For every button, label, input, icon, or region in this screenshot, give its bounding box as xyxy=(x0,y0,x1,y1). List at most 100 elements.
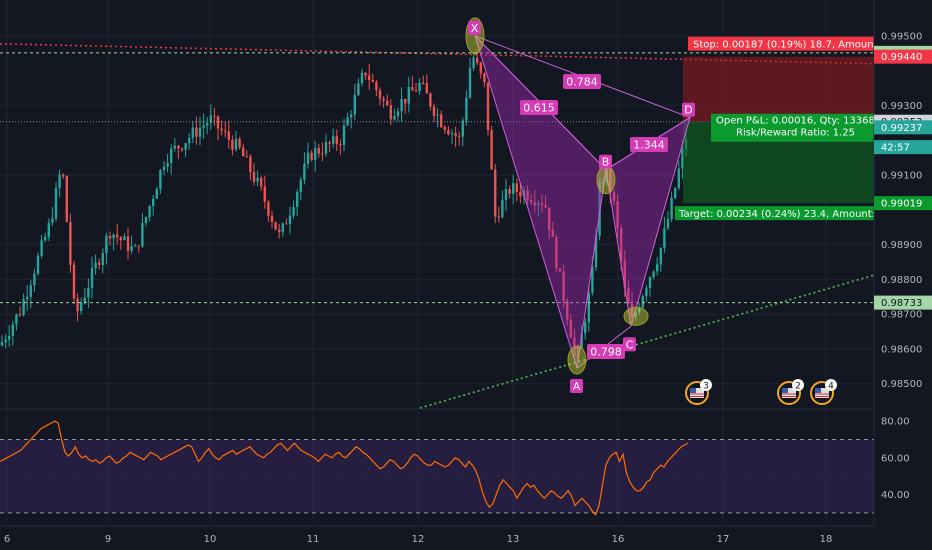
candle xyxy=(87,278,90,308)
candle xyxy=(152,195,155,216)
price-tick-label: 0.98500 xyxy=(881,379,922,390)
event-badge-count: 3 xyxy=(703,382,709,392)
pattern-point-label: C xyxy=(626,338,634,351)
candle xyxy=(306,142,310,169)
candle xyxy=(101,248,104,274)
candle xyxy=(242,143,245,157)
candle xyxy=(148,205,151,222)
price-tick-label: 0.98800 xyxy=(881,275,922,286)
candle xyxy=(342,118,346,152)
support-trendline xyxy=(419,274,875,409)
candles xyxy=(0,49,688,360)
candle xyxy=(234,130,238,152)
candle xyxy=(332,128,335,148)
rsi-tick-label: 80.00 xyxy=(881,417,910,428)
event-badge[interactable]: 3 xyxy=(685,379,712,405)
candle xyxy=(162,160,166,176)
candle xyxy=(22,293,25,317)
rsi-band xyxy=(0,439,874,513)
candle xyxy=(479,61,482,79)
pivot-highlight xyxy=(596,165,616,195)
pattern-point-label: B xyxy=(602,156,610,169)
pattern-point-label: A xyxy=(573,380,581,393)
candle xyxy=(126,227,130,260)
candle xyxy=(378,87,382,105)
candle xyxy=(645,284,648,303)
candle xyxy=(346,112,349,127)
candle xyxy=(663,216,666,253)
candle xyxy=(357,77,360,97)
candle xyxy=(267,199,270,222)
event-badge-count: 4 xyxy=(828,382,834,392)
price-tick-label: 0.98900 xyxy=(881,240,922,251)
pattern-ratio-label: 0.615 xyxy=(523,102,555,115)
candle xyxy=(296,189,299,217)
candle xyxy=(94,254,97,275)
price-tick-label: 0.98600 xyxy=(881,344,922,355)
candle xyxy=(468,57,472,99)
candle xyxy=(339,139,342,156)
candle xyxy=(335,129,338,152)
candle xyxy=(245,150,248,158)
candle xyxy=(278,223,281,239)
price-tag xyxy=(874,196,932,211)
event-badge[interactable]: 2 xyxy=(777,379,804,405)
candle xyxy=(494,164,497,224)
event-badge-count: 2 xyxy=(795,382,801,392)
price-axis-bg[interactable] xyxy=(874,0,932,550)
price-tag-label: 0.98733 xyxy=(881,298,922,309)
candle xyxy=(627,280,630,305)
time-tick-label: 9 xyxy=(105,534,111,545)
candle xyxy=(548,207,551,240)
candle xyxy=(562,264,565,309)
event-badge[interactable]: 4 xyxy=(810,379,837,405)
candle xyxy=(260,175,263,191)
candle xyxy=(144,216,148,227)
price-tag xyxy=(874,120,932,135)
candle xyxy=(0,335,4,347)
candle xyxy=(270,210,274,229)
candle xyxy=(666,211,670,231)
candle xyxy=(558,268,562,272)
stop-zone xyxy=(683,56,874,122)
candle xyxy=(443,125,446,134)
price-tick-label: 0.99100 xyxy=(881,170,922,181)
candle xyxy=(238,136,241,150)
risk-reward-label: Risk/Reward Ratio: 1.25 xyxy=(736,128,855,139)
candle xyxy=(616,194,619,239)
price-tag-label: 0.99019 xyxy=(881,199,922,210)
time-tick-label: 6 xyxy=(4,534,10,545)
candle xyxy=(659,247,662,272)
pattern-point-x xyxy=(468,20,481,35)
pivot-highlight xyxy=(623,306,649,326)
candle xyxy=(314,141,317,172)
pivot-highlight xyxy=(567,345,587,375)
candle xyxy=(191,121,194,144)
candle xyxy=(530,193,533,205)
candle xyxy=(220,120,223,136)
resistance-trendline xyxy=(0,43,875,65)
candle xyxy=(566,297,569,326)
candle xyxy=(411,76,414,91)
candle xyxy=(15,313,18,331)
candle xyxy=(285,218,288,225)
candle xyxy=(450,129,454,145)
candle xyxy=(652,270,655,280)
candle xyxy=(69,213,72,273)
candle xyxy=(393,108,396,121)
candle xyxy=(119,235,122,250)
candle xyxy=(112,233,115,251)
candle xyxy=(206,116,209,134)
candle xyxy=(407,76,410,113)
candle xyxy=(476,49,479,66)
time-tick-label: 10 xyxy=(204,534,217,545)
candle xyxy=(202,113,205,139)
candle xyxy=(177,144,180,160)
candle xyxy=(98,258,101,270)
candle xyxy=(288,206,292,235)
candle xyxy=(504,179,508,212)
candle xyxy=(670,191,673,223)
candle xyxy=(458,131,461,146)
candle xyxy=(195,116,198,145)
